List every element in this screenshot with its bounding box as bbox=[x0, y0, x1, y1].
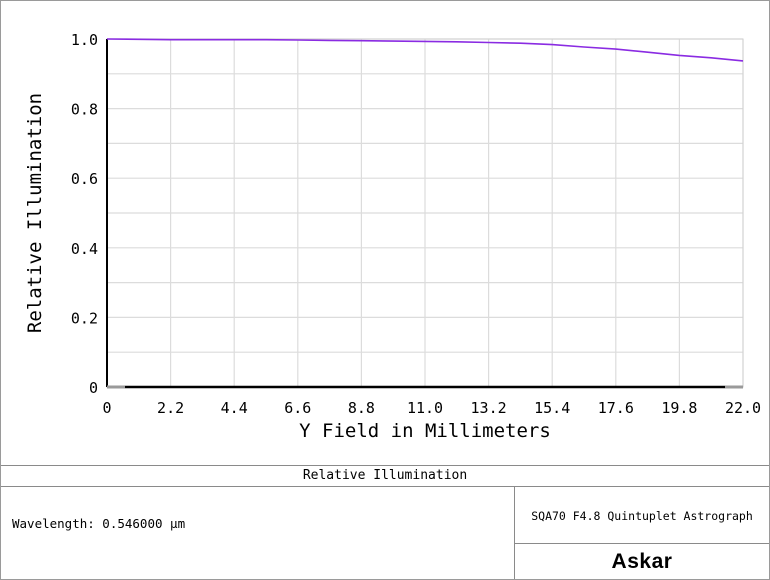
x-tick-label: 15.4 bbox=[534, 399, 570, 417]
y-tick-label: 0.6 bbox=[71, 170, 98, 188]
x-tick-label: 2.2 bbox=[157, 399, 184, 417]
footer-top-border bbox=[1, 465, 769, 466]
relative-illumination-chart: 0 2.2 4.4 6.6 8.8 11.0 13.2 15.4 17.6 19.8 22.0 0 0.… bbox=[24, 31, 761, 442]
x-tick-label: 22.0 bbox=[725, 399, 761, 417]
y-tick-label: 0.2 bbox=[71, 309, 98, 327]
lens-name-divider bbox=[515, 543, 769, 544]
x-tick-label: 0 bbox=[102, 399, 111, 417]
y-axis-title: Relative Illumination bbox=[24, 93, 46, 333]
y-tick-label: 1.0 bbox=[71, 31, 98, 49]
footer-column-divider bbox=[514, 486, 515, 579]
x-tick-label: 8.8 bbox=[348, 399, 375, 417]
x-tick-label: 13.2 bbox=[471, 399, 507, 417]
x-tick-label: 11.0 bbox=[407, 399, 443, 417]
x-tick-label: 6.6 bbox=[284, 399, 311, 417]
x-tick-label: 19.8 bbox=[661, 399, 697, 417]
footer-panel: Relative Illumination Wavelength: 0.5460… bbox=[1, 465, 769, 579]
askar-logo-text: Askar bbox=[611, 550, 673, 573]
x-axis-title: Y Field in Millimeters bbox=[299, 420, 551, 442]
y-tick-label: 0.4 bbox=[71, 240, 98, 258]
askar-logo: Askar bbox=[515, 544, 769, 579]
y-tick-label: 0 bbox=[89, 379, 98, 397]
lens-name: SQA70 F4.8 Quintuplet Astrograph bbox=[531, 509, 753, 523]
footer-divider bbox=[1, 486, 769, 487]
x-tick-label: 17.6 bbox=[598, 399, 634, 417]
series-line bbox=[106, 38, 744, 62]
y-tick-label: 0.8 bbox=[71, 101, 98, 119]
x-tick-label: 4.4 bbox=[221, 399, 248, 417]
wavelength-label: Wavelength: 0.546000 µm bbox=[12, 516, 186, 531]
footer-title: Relative Illumination bbox=[302, 468, 468, 483]
